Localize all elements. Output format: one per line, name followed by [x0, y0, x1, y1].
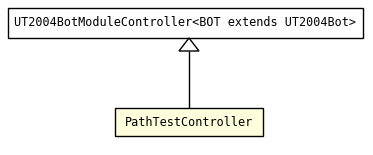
FancyBboxPatch shape: [8, 8, 363, 38]
Polygon shape: [179, 38, 199, 51]
Text: UT2004BotModuleController<BOT extends UT2004Bot>: UT2004BotModuleController<BOT extends UT…: [15, 16, 357, 29]
FancyBboxPatch shape: [115, 108, 263, 136]
Text: PathTestController: PathTestController: [125, 115, 253, 128]
